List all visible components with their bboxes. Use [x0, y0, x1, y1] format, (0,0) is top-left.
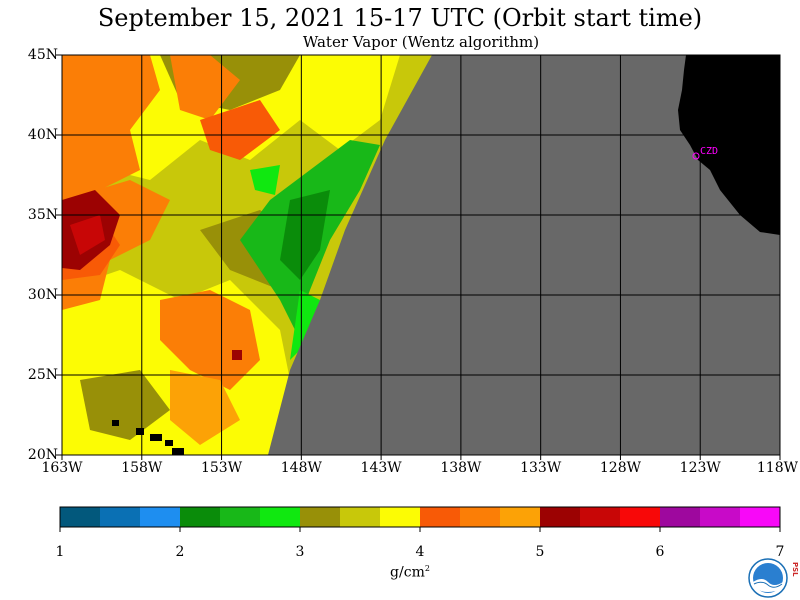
colorbar-tick-label: 5	[535, 544, 545, 560]
colorbar-swatch	[220, 507, 261, 527]
colorbar-swatch	[340, 507, 381, 527]
colorbar-swatch	[700, 507, 741, 527]
station-label-czd: CZD	[700, 146, 719, 157]
lat-label: 25N	[27, 367, 58, 383]
lon-label: 148W	[280, 460, 322, 476]
colorbar-swatch	[420, 507, 461, 527]
lon-label: 163W	[41, 460, 83, 476]
land-mass	[678, 55, 780, 235]
lat-label: 20N	[27, 447, 58, 463]
colorbar-swatch	[660, 507, 701, 527]
lon-label: 143W	[360, 460, 402, 476]
map-subtitle: Water Vapor (Wentz algorithm)	[302, 33, 540, 51]
lon-label: 158W	[121, 460, 163, 476]
lat-label: 45N	[27, 47, 58, 63]
station-marker-czd	[692, 152, 700, 160]
colorbar-swatch	[260, 507, 301, 527]
colorbar-swatch	[60, 507, 101, 527]
lat-label: 30N	[27, 287, 58, 303]
colorbar-tick-label: 3	[295, 544, 305, 560]
colorbar-swatch	[740, 507, 781, 527]
colorbar-tick-label: 7	[775, 544, 785, 560]
lon-label: 133W	[520, 460, 562, 476]
lon-label: 128W	[599, 460, 641, 476]
lat-label: 35N	[27, 207, 58, 223]
noaa-logo	[748, 558, 788, 598]
lon-label: 153W	[200, 460, 243, 476]
psl-badge: PSL	[791, 562, 799, 577]
colorbar-tick-label: 2	[175, 544, 185, 560]
colorbar-swatch	[100, 507, 141, 527]
colorbar-tick-label: 1	[55, 544, 65, 560]
colorbar-tick-label: 6	[655, 544, 665, 560]
lon-label: 118W	[756, 460, 798, 476]
lon-label: 138W	[440, 460, 482, 476]
no-data-region	[268, 55, 780, 455]
colorbar-swatch	[300, 507, 341, 527]
colorbar-swatch	[580, 507, 621, 527]
colorbar	[59, 506, 781, 532]
colorbar-swatch	[460, 507, 501, 527]
lat-label: 40N	[27, 127, 58, 143]
colorbar-swatch	[380, 507, 421, 527]
colorbar-swatch	[540, 507, 581, 527]
colorbar-swatch	[620, 507, 661, 527]
colorbar-swatch	[180, 507, 221, 527]
map-title: September 15, 2021 15-17 UTC (Orbit star…	[97, 4, 703, 32]
colorbar-swatch	[500, 507, 541, 527]
wv-band-orange	[62, 55, 160, 200]
lon-label: 123W	[679, 460, 721, 476]
colorbar-unit: g/cm2	[390, 564, 430, 581]
colorbar-tick-label: 4	[415, 544, 425, 560]
colorbar-swatch	[140, 507, 181, 527]
